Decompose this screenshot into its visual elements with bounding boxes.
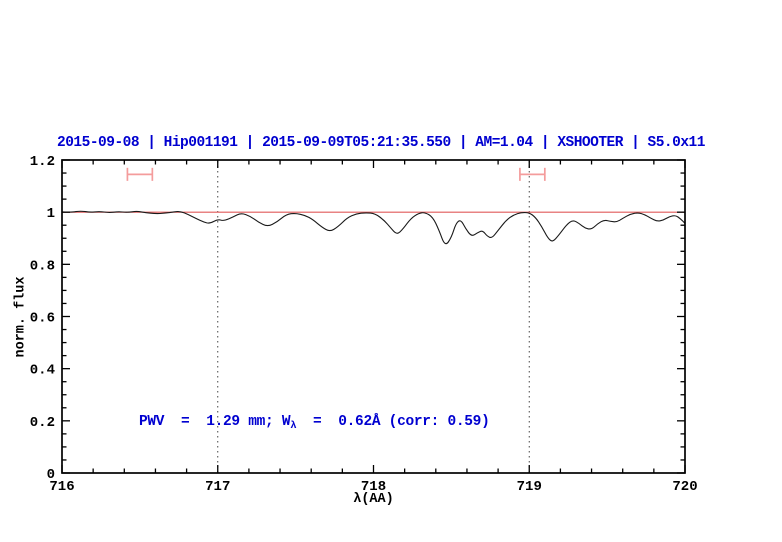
x-tick-label: 718: [361, 479, 386, 495]
lambda-subscript: λ: [290, 420, 297, 432]
y-axis-title: norm. flux: [13, 276, 29, 358]
y-tick-label: 1.2: [30, 154, 55, 170]
pwv-annotation: PWV = 1.29 mm; Wλ = 0.62Å (corr: 0.59): [139, 414, 490, 432]
pwv-annotation-prefix: PWV = 1.29 mm; W: [139, 414, 291, 430]
x-axis-title: λ(AA): [353, 492, 394, 507]
pwv-annotation-suffix: = 0.62Å (corr: 0.59): [296, 414, 490, 430]
plot-title: 2015-09-08 | Hip001191 | 2015-09-09T05:2…: [57, 135, 705, 151]
y-tick-label: 0.2: [30, 415, 55, 431]
spectrum-curve: [61, 210, 686, 245]
x-tick-label: 716: [49, 479, 74, 495]
y-tick-label: 1: [47, 206, 55, 222]
y-tick-label: 0.6: [30, 311, 55, 327]
y-tick-label: 0.4: [30, 363, 55, 379]
y-tick-label: 0: [47, 467, 55, 483]
x-tick-label: 717: [205, 479, 230, 495]
x-tick-label: 720: [672, 479, 697, 495]
band-marker: [519, 167, 546, 181]
x-tick-label: 719: [517, 479, 542, 495]
y-tick-label: 0.8: [30, 258, 55, 274]
band-marker: [126, 167, 154, 181]
